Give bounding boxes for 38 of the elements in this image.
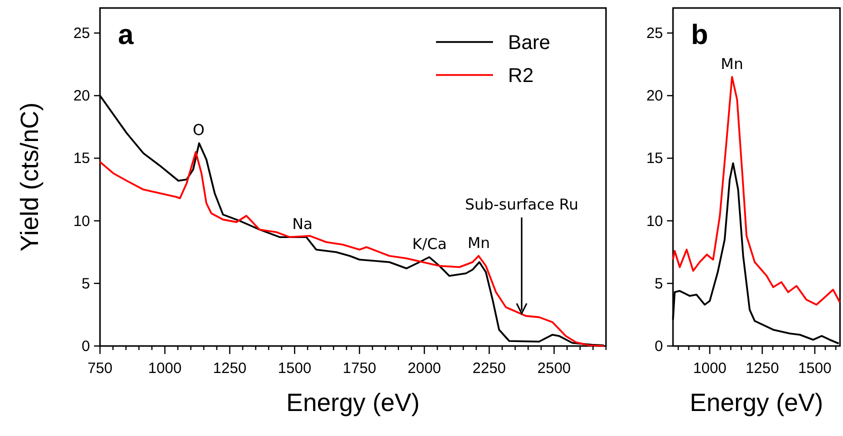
annotation: Sub-surface Ru [464,195,578,214]
x-tick-label: 2000 [408,360,442,377]
y-tick-label: 20 [73,88,90,105]
annotation: O [192,121,205,140]
y-axis-title: Yield (cts/nC) [16,102,44,252]
annotation: Mn [468,234,490,252]
x-axis-title: Energy (eV) [286,389,420,417]
annotation: K/Ca [412,235,447,254]
x-tick-label: 750 [87,360,113,377]
x-tick-label: 1250 [746,360,779,377]
y-tick-label: 0 [82,338,90,355]
legend-label: Bare [508,32,550,54]
y-tick-label: 20 [646,88,663,105]
x-tick-label: 2500 [537,360,571,377]
y-tick-label: 15 [73,150,90,168]
legend-label: R2 [508,65,534,87]
y-tick-label: 25 [73,25,90,42]
y-tick-label: 5 [82,275,90,292]
annotation: a [118,19,134,50]
annotation: b [691,19,708,50]
annotation: Na [292,215,313,234]
x-axis-title: Energy (eV) [690,389,824,417]
x-tick-label: 1500 [798,360,832,377]
x-tick-label: 1000 [148,360,182,377]
y-tick-label: 25 [646,25,663,42]
annotation: Mn [720,54,744,73]
x-tick-label: 1500 [278,360,312,377]
y-tick-label: 10 [73,212,90,230]
y-tick-label: 0 [654,338,663,355]
x-tick-label: 1000 [693,360,726,377]
x-tick-label: 2250 [472,360,506,377]
y-tick-label: 10 [646,212,663,230]
x-tick-label: 1250 [213,360,246,377]
line-series [672,76,841,306]
x-tick-label: 1750 [342,360,376,377]
line-series [99,151,605,347]
y-tick-label: 5 [654,275,663,292]
y-tick-label: 15 [646,150,663,168]
